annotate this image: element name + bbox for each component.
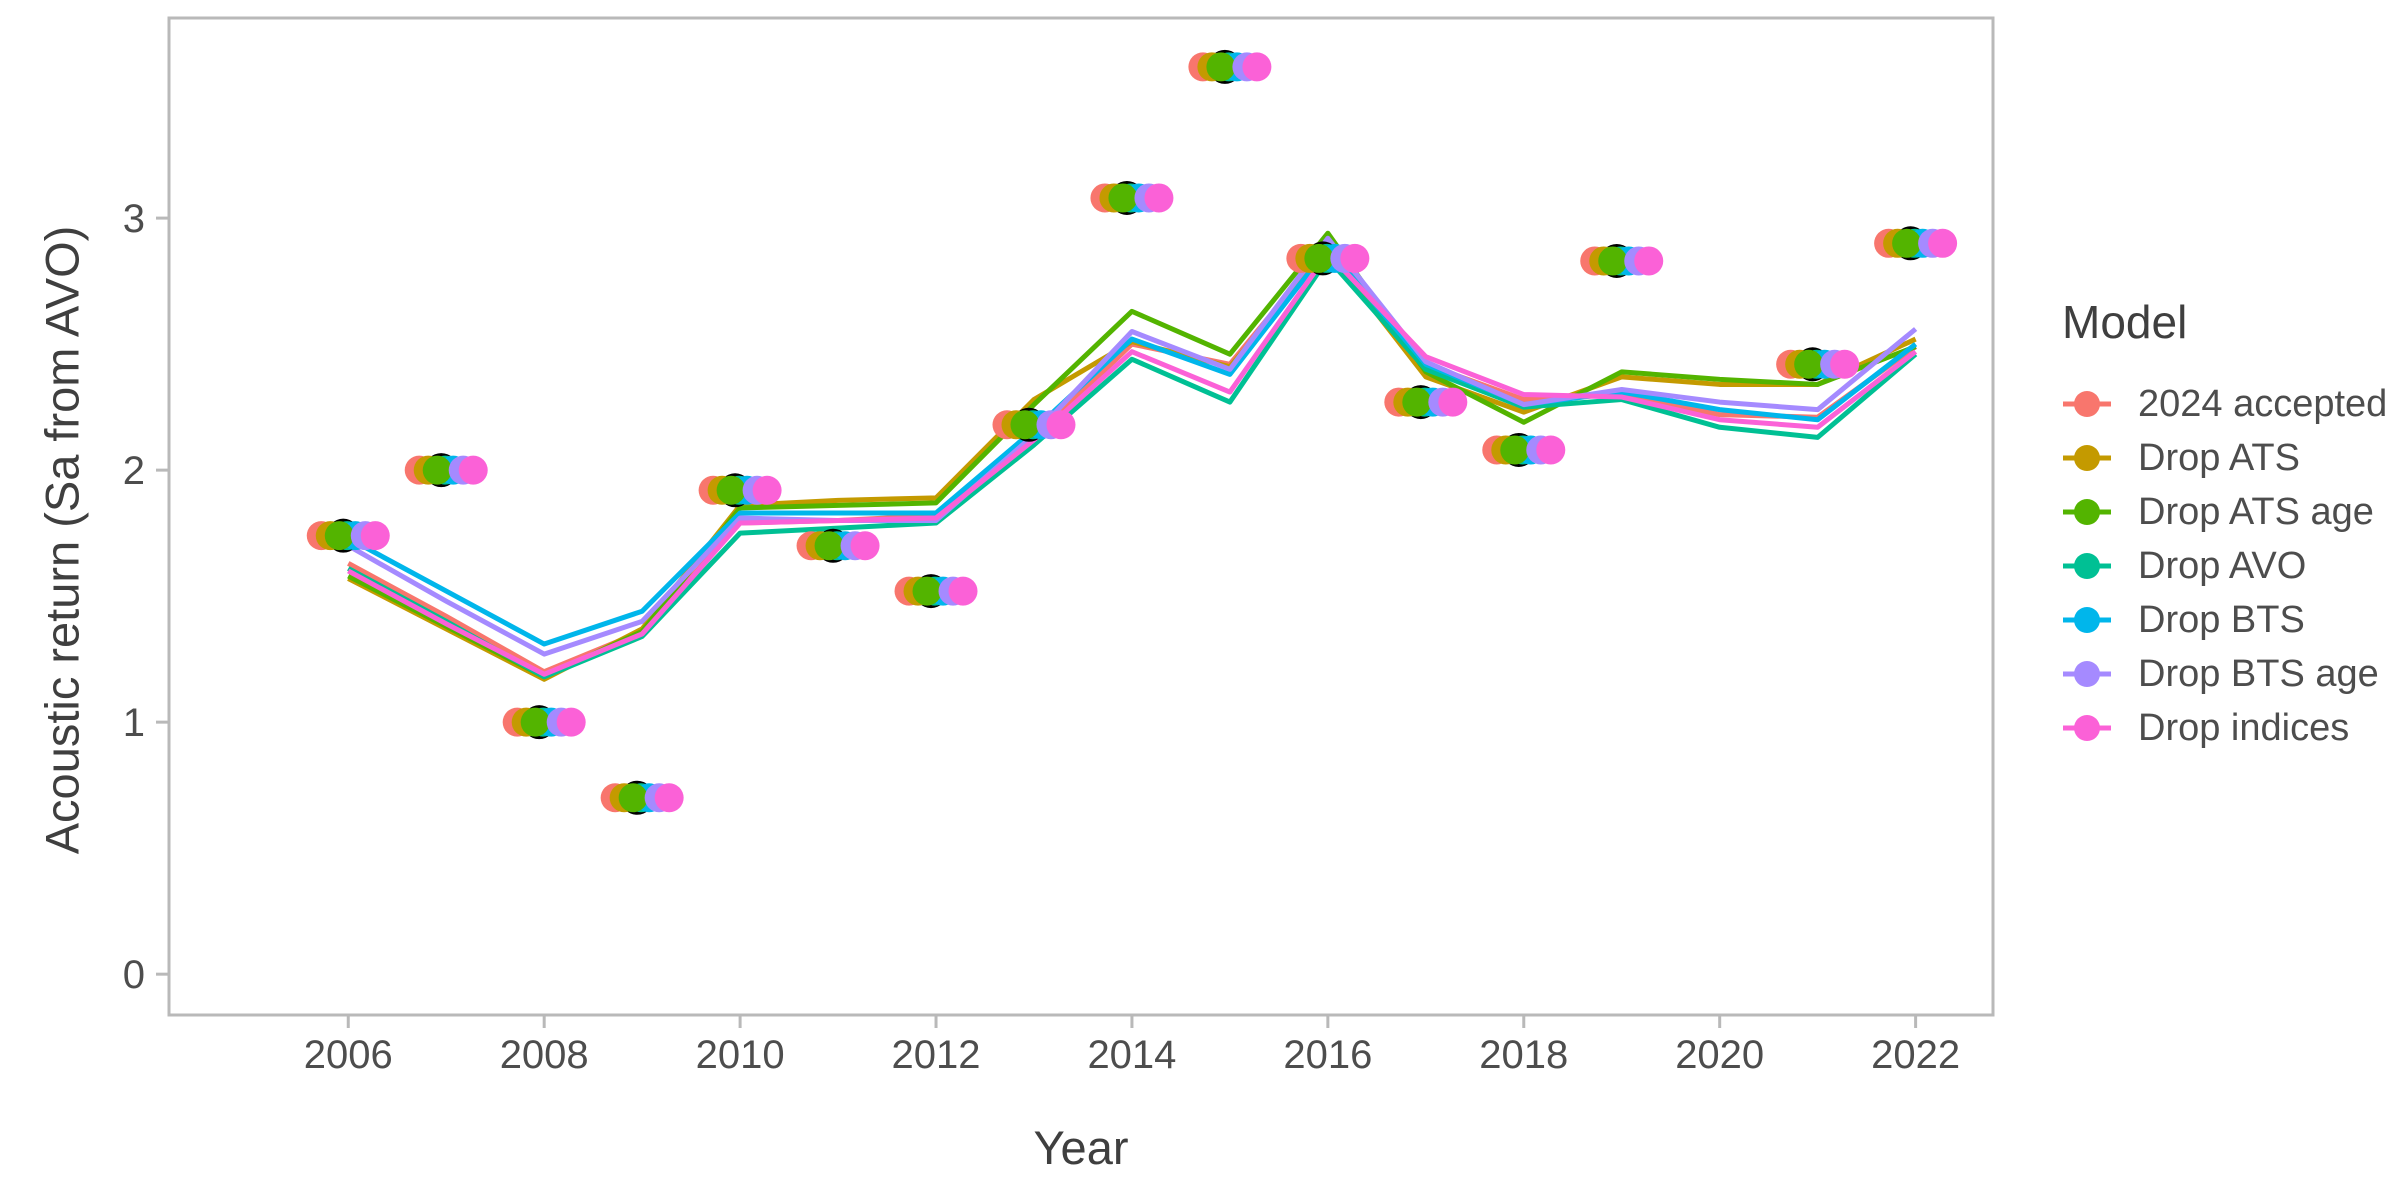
model-point-drop-ats-age	[1304, 243, 1334, 273]
legend-key-icon	[2063, 715, 2111, 741]
series-line-drop-bts-age	[347, 235, 1918, 657]
model-point-drop-ats-age	[422, 455, 452, 485]
series-line-drop-bts	[347, 245, 1918, 647]
series-line-drop-indices	[347, 250, 1918, 677]
model-point-drop-indices	[1340, 243, 1370, 273]
legend-key-icon	[2063, 607, 2111, 633]
legend-item-drop-indices: Drop indices	[2062, 701, 2387, 755]
model-point-drop-ats-age	[1598, 246, 1628, 276]
model-point-drop-indices	[948, 576, 978, 606]
model-point-drop-ats-age	[520, 707, 550, 737]
y-axis-title: Acoustic return (Sa from AVO)	[35, 225, 89, 855]
x-tick-label: 2016	[1283, 1033, 1372, 1077]
model-point-drop-indices	[1438, 387, 1468, 417]
model-point-drop-indices	[752, 475, 782, 505]
x-tick-label: 2022	[1871, 1033, 1960, 1077]
legend-key-icon	[2063, 661, 2111, 687]
x-axis-title: Year	[1033, 1121, 1129, 1174]
legend-item-drop-bts: Drop BTS	[2062, 593, 2387, 647]
model-point-drop-indices	[1242, 52, 1272, 82]
x-tick-label: 2018	[1479, 1033, 1568, 1077]
series-line-drop-ats	[347, 248, 1917, 682]
model-point-drop-indices	[1046, 410, 1076, 440]
y-tick-label: 1	[123, 701, 145, 745]
model-point-drop-ats-age	[1794, 349, 1824, 379]
series-line-drop-avo	[347, 255, 1918, 680]
model-point-drop-ats-age	[912, 576, 942, 606]
plot-panel-border	[167, 16, 1995, 1017]
y-tick-label: 3	[123, 197, 145, 241]
model-point-drop-ats-age	[324, 521, 354, 551]
legend-item-label: Drop indices	[2138, 706, 2350, 749]
legend-item-drop-ats: Drop ATS	[2062, 431, 2387, 485]
model-point-drop-ats-age	[1500, 435, 1530, 465]
model-point-drop-indices	[1830, 349, 1860, 379]
legend: Model 2024 accepted Drop ATS Drop ATS age D…	[2062, 295, 2387, 755]
model-point-drop-ats-age	[814, 531, 844, 561]
legend-key-icon	[2063, 499, 2111, 525]
model-point-drop-indices	[654, 783, 684, 813]
model-point-drop-ats-age	[1010, 410, 1040, 440]
series-line-drop-ats-age	[347, 230, 1917, 680]
model-point-drop-indices	[1928, 228, 1958, 258]
y-tick-label: 2	[123, 449, 145, 493]
model-point-drop-indices	[1634, 246, 1664, 276]
legend-item-label: Drop BTS age	[2138, 652, 2379, 695]
x-tick-label: 2010	[696, 1033, 785, 1077]
model-point-drop-ats-age	[1108, 183, 1138, 213]
model-point-drop-indices	[360, 521, 390, 551]
legend-item-drop-avo: Drop AVO	[2062, 539, 2387, 593]
legend-item-label: Drop BTS	[2138, 598, 2305, 641]
model-point-drop-indices	[1144, 183, 1174, 213]
legend-title: Model	[2062, 296, 2188, 348]
legend-key-icon	[2063, 445, 2111, 471]
model-point-drop-ats-age	[1206, 52, 1236, 82]
legend-item-label: Drop ATS age	[2138, 490, 2374, 533]
y-tick-label: 0	[123, 953, 145, 997]
legend-item-label: 2024 accepted	[2138, 382, 2388, 425]
model-point-drop-indices	[1536, 435, 1566, 465]
model-point-drop-ats-age	[1402, 387, 1432, 417]
x-tick-label: 2014	[1087, 1033, 1176, 1077]
model-point-drop-ats-age	[618, 783, 648, 813]
model-point-drop-indices	[556, 707, 586, 737]
x-tick-label: 2008	[500, 1033, 589, 1077]
x-tick-label: 2012	[892, 1033, 981, 1077]
legend-item-label: Drop ATS	[2138, 436, 2300, 479]
x-tick-label: 2020	[1675, 1033, 1764, 1077]
x-tick-label: 2006	[304, 1033, 393, 1077]
legend-key-icon	[2063, 553, 2111, 579]
legend-item-drop-bts-age: Drop BTS age	[2062, 647, 2387, 701]
legend-item-drop-ats-age: Drop ATS age	[2062, 485, 2387, 539]
legend-item-2024-accepted: 2024 accepted	[2062, 377, 2387, 431]
model-point-drop-indices	[850, 531, 880, 561]
legend-key-icon	[2063, 391, 2111, 417]
model-point-drop-indices	[458, 455, 488, 485]
model-point-drop-ats-age	[1892, 228, 1922, 258]
legend-item-label: Drop AVO	[2138, 544, 2307, 587]
model-point-drop-ats-age	[716, 475, 746, 505]
